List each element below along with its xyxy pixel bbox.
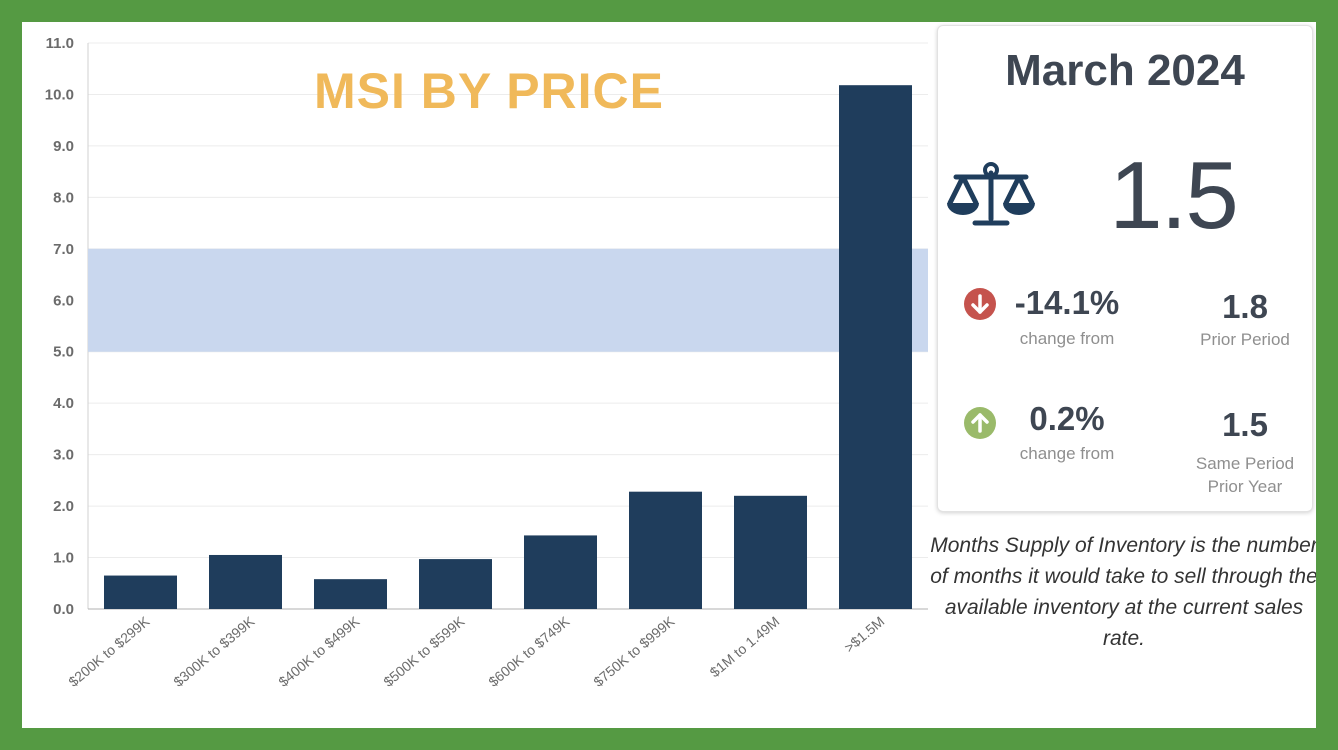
msi-summary-card: March 2024 1.5 -14.1% chan bbox=[937, 25, 1313, 512]
balanced-market-band-rect bbox=[88, 248, 928, 352]
y-tick-label: 0.0 bbox=[53, 601, 74, 618]
prior-period-value: 1.8 bbox=[1222, 288, 1268, 325]
bar bbox=[104, 575, 177, 609]
bar bbox=[734, 495, 807, 609]
prior-year-caption: change from bbox=[1019, 444, 1115, 463]
x-tick-label: $1M to 1.49M bbox=[707, 613, 783, 680]
y-tick-label: 3.0 bbox=[53, 447, 74, 464]
x-tick-label: $200K to $299K bbox=[65, 613, 153, 690]
arrow-up-icon bbox=[964, 407, 996, 439]
prior-year-label-line1: Same Period bbox=[1195, 454, 1295, 473]
dashboard-panel: 0.0 1.0 2.0 3.0 4.0 5.0 6.0 7.0 8.0 9.0 10.0 11.0 $… bbox=[22, 22, 1316, 728]
y-axis-ticks: 0.0 1.0 2.0 3.0 4.0 5.0 6.0 7.0 8.0 9.0 10.0 11.0 bbox=[45, 35, 74, 618]
y-tick-label: 5.0 bbox=[53, 344, 74, 361]
msi-bar-chart: 0.0 1.0 2.0 3.0 4.0 5.0 6.0 7.0 8.0 9.0 10.0 11.0 $… bbox=[45, 35, 928, 690]
y-tick-label: 9.0 bbox=[53, 138, 74, 155]
bars bbox=[104, 85, 912, 609]
y-tick-label: 1.0 bbox=[53, 550, 74, 567]
x-tick-label: $500K to $599K bbox=[380, 613, 468, 690]
prior-year-value: 1.5 bbox=[1222, 406, 1268, 443]
balance-scale-icon bbox=[947, 162, 1035, 226]
x-tick-label: >$1.5M bbox=[841, 613, 887, 656]
y-tick-label: 8.0 bbox=[53, 189, 74, 206]
prior-period-change: -14.1% bbox=[1014, 284, 1120, 321]
x-axis-ticks: $200K to $299K $300K to $399K $400K to $49… bbox=[65, 613, 887, 690]
prior-period-label: Prior Period bbox=[1200, 330, 1290, 349]
msi-definition: Months Supply of Inventory is the number… bbox=[930, 534, 1316, 650]
prior-year-label: Same Period Prior Year bbox=[1170, 452, 1316, 498]
prior-period-caption: change from bbox=[1019, 329, 1115, 348]
bar bbox=[209, 554, 282, 609]
x-tick-label: $600K to $749K bbox=[485, 613, 573, 690]
chart-title: MSI BY PRICE bbox=[314, 63, 664, 119]
prior-year-label-line2: Prior Year bbox=[1207, 477, 1283, 496]
report-period: March 2024 bbox=[1005, 46, 1245, 95]
bar bbox=[629, 491, 702, 609]
x-tick-label: $400K to $499K bbox=[275, 613, 363, 690]
bar bbox=[419, 559, 492, 609]
bar bbox=[524, 535, 597, 609]
bar bbox=[314, 579, 387, 609]
y-tick-label: 7.0 bbox=[53, 241, 74, 258]
x-tick-label: $750K to $999K bbox=[590, 613, 678, 690]
x-tick-label: $300K to $399K bbox=[170, 613, 258, 690]
bar bbox=[839, 85, 912, 609]
arrow-down-icon bbox=[964, 288, 996, 320]
prior-year-change: 0.2% bbox=[1029, 400, 1105, 437]
y-tick-label: 10.0 bbox=[45, 86, 74, 103]
y-tick-label: 2.0 bbox=[53, 498, 74, 515]
balanced-market-band bbox=[88, 248, 928, 352]
y-tick-label: 6.0 bbox=[53, 292, 74, 309]
current-msi-value: 1.5 bbox=[1109, 142, 1238, 249]
y-tick-label: 4.0 bbox=[53, 395, 74, 412]
y-tick-label: 11.0 bbox=[46, 35, 74, 52]
